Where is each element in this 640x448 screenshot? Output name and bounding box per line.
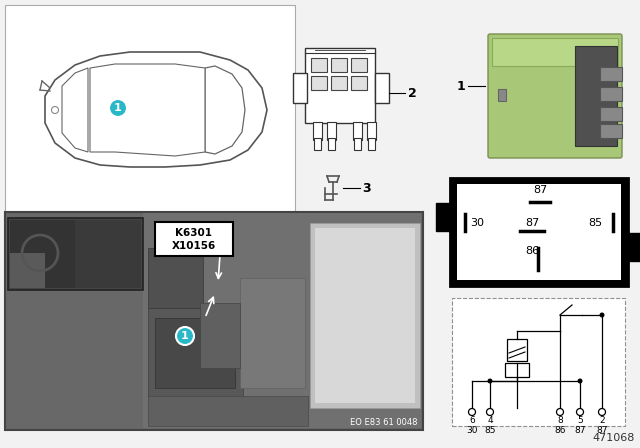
Text: 1: 1 — [181, 331, 189, 341]
Bar — [331, 58, 347, 72]
Bar — [305, 48, 375, 123]
Bar — [436, 203, 452, 231]
Bar — [375, 73, 389, 103]
Bar — [575, 46, 617, 146]
Bar — [314, 138, 321, 150]
Bar — [148, 248, 203, 308]
Text: 30: 30 — [467, 426, 477, 435]
Text: 1: 1 — [114, 103, 122, 113]
Bar — [367, 122, 376, 140]
Bar — [155, 222, 233, 256]
Circle shape — [486, 409, 493, 415]
Bar — [351, 76, 367, 90]
Bar — [354, 138, 361, 150]
Circle shape — [600, 313, 605, 318]
Bar — [10, 220, 75, 288]
Bar — [327, 122, 336, 140]
Circle shape — [557, 409, 563, 415]
Bar — [313, 122, 322, 140]
Bar — [148, 396, 308, 426]
Bar — [353, 122, 362, 140]
Text: 86: 86 — [554, 426, 566, 435]
Circle shape — [577, 409, 584, 415]
Bar — [331, 76, 347, 90]
Text: 8: 8 — [557, 415, 563, 425]
Bar — [505, 363, 529, 377]
Bar — [507, 339, 527, 361]
Bar — [200, 303, 240, 368]
Text: 85: 85 — [588, 218, 602, 228]
Text: 2: 2 — [408, 86, 417, 99]
Bar — [293, 73, 307, 103]
Text: 471068: 471068 — [593, 433, 635, 443]
Text: 87: 87 — [574, 426, 586, 435]
Bar — [311, 58, 327, 72]
Bar — [143, 213, 421, 428]
Circle shape — [577, 379, 582, 383]
Text: 86: 86 — [525, 246, 539, 256]
Polygon shape — [45, 52, 267, 167]
Bar — [5, 5, 295, 220]
Text: 1: 1 — [456, 79, 465, 92]
Text: 2: 2 — [599, 415, 605, 425]
Bar — [240, 278, 305, 388]
Bar — [148, 308, 243, 398]
Bar — [351, 58, 367, 72]
Bar — [492, 38, 618, 66]
Circle shape — [468, 409, 476, 415]
Text: EO E83 61 0048: EO E83 61 0048 — [351, 418, 418, 427]
Text: 6: 6 — [469, 415, 475, 425]
Polygon shape — [90, 64, 205, 156]
Bar — [600, 87, 622, 101]
Text: 30: 30 — [470, 218, 484, 228]
Bar — [498, 89, 506, 101]
Bar — [600, 124, 622, 138]
Bar — [75, 220, 141, 288]
Bar — [8, 218, 143, 290]
Text: 85: 85 — [484, 426, 496, 435]
Bar — [155, 318, 235, 388]
Text: 4: 4 — [487, 415, 493, 425]
Bar — [600, 107, 622, 121]
Text: 5: 5 — [577, 415, 583, 425]
Text: 87: 87 — [525, 218, 539, 228]
Bar — [328, 138, 335, 150]
Polygon shape — [205, 66, 245, 154]
Text: 87: 87 — [533, 185, 547, 195]
Circle shape — [51, 107, 58, 113]
Bar — [311, 76, 327, 90]
Circle shape — [488, 379, 493, 383]
Bar — [450, 178, 628, 286]
Text: 3: 3 — [362, 181, 371, 194]
Bar — [310, 223, 420, 408]
Text: 87: 87 — [596, 426, 608, 435]
Circle shape — [598, 409, 605, 415]
Bar — [10, 253, 45, 288]
Bar — [5, 212, 423, 430]
Bar — [600, 67, 622, 81]
Circle shape — [109, 99, 127, 117]
FancyBboxPatch shape — [488, 34, 622, 158]
Text: X10156: X10156 — [172, 241, 216, 251]
Bar — [315, 228, 415, 403]
Bar — [452, 298, 625, 426]
Circle shape — [176, 327, 194, 345]
Bar — [626, 233, 640, 261]
Bar — [368, 138, 375, 150]
Text: K6301: K6301 — [175, 228, 212, 238]
Polygon shape — [62, 68, 88, 152]
Bar — [457, 184, 621, 280]
